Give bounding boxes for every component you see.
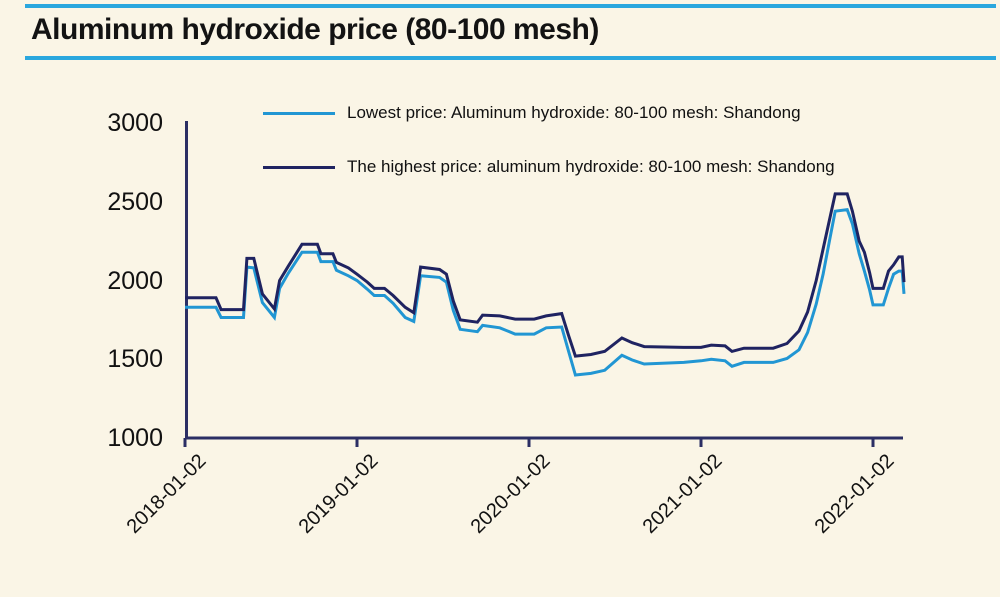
chart-legend: Lowest price: Aluminum hydroxide: 80-100…	[263, 96, 835, 184]
lowest-price-line	[185, 207, 906, 377]
top-divider-line	[25, 4, 996, 8]
y-tick-label: 1000	[107, 424, 163, 452]
legend-item-highest-price: The highest price: aluminum hydroxide: 8…	[263, 150, 835, 184]
x-axis-ticks	[183, 438, 875, 447]
lowest-price-line-swatch	[263, 111, 335, 115]
page-title: Aluminum hydroxide price (80-100 mesh)	[31, 13, 599, 46]
y-tick-label: 3000	[107, 109, 163, 137]
legend-label-highest-price: The highest price: aluminum hydroxide: 8…	[347, 157, 835, 176]
highest-price-line	[185, 192, 906, 358]
legend-item-lowest-price: Lowest price: Aluminum hydroxide: 80-100…	[263, 96, 835, 130]
y-tick-label: 1500	[107, 345, 163, 374]
legend-label-lowest-price: Lowest price: Aluminum hydroxide: 80-100…	[347, 103, 801, 122]
chart-axes	[185, 121, 903, 440]
highest-price-line-swatch	[263, 165, 335, 169]
y-tick-label: 2500	[107, 187, 163, 216]
title-divider-line	[25, 56, 996, 60]
y-tick-label: 2000	[107, 266, 163, 295]
